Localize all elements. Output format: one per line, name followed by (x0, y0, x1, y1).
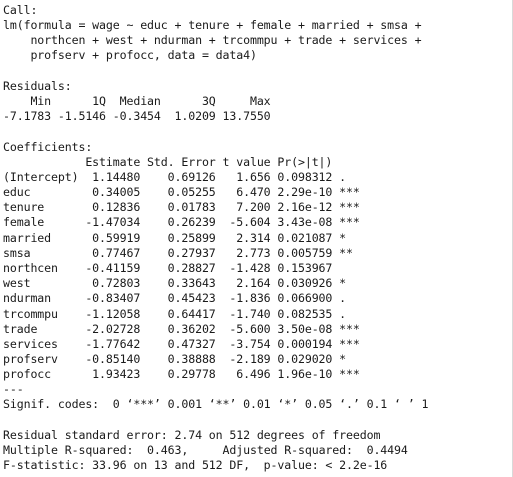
coef-row: trcommpu -1.12058 0.64417 -1.740 0.08253… (3, 307, 347, 321)
coef-row: northcen -0.41159 0.28827 -1.428 0.15396… (3, 261, 333, 275)
residuals-values: -7.1783 -1.5146 -0.3454 1.0209 13.7550 (3, 109, 271, 123)
coef-row: services -1.77642 0.47327 -3.754 0.00019… (3, 337, 360, 351)
coef-row: ndurman -0.83407 0.45423 -1.836 0.066900… (3, 291, 347, 305)
residuals-columns: Min 1Q Median 3Q Max (3, 94, 271, 108)
coef-row: profserv -0.85140 0.38888 -2.189 0.02902… (3, 352, 347, 366)
formula-line-1: lm(formula = wage ~ educ + tenure + fema… (3, 18, 422, 32)
coef-row: smsa 0.77467 0.27937 2.773 0.005759 ** (3, 246, 353, 260)
call-header: Call: (3, 3, 38, 17)
coef-table-header: Estimate Std. Error t value Pr(>|t|) (3, 155, 333, 169)
formula-line-3: profserv + profocc, data = data4) (3, 48, 257, 62)
coef-row: profocc 1.93423 0.29778 6.496 1.96e-10 *… (3, 367, 360, 381)
r-squared-line: Multiple R-squared: 0.463, Adjusted R-sq… (3, 443, 408, 457)
coef-row: female -1.47034 0.26239 -5.604 3.43e-08 … (3, 215, 360, 229)
coef-row: west 0.72803 0.33643 2.164 0.030926 * (3, 276, 347, 290)
coef-row: married 0.59919 0.25899 2.314 0.021087 * (3, 231, 347, 245)
coef-row: (Intercept) 1.14480 0.69126 1.656 0.0983… (3, 170, 347, 184)
formula-line-2: northcen + west + ndurman + trcommpu + t… (3, 33, 422, 47)
separator-line: --- (3, 382, 24, 396)
coef-row: tenure 0.12836 0.01783 7.200 2.16e-12 **… (3, 200, 360, 214)
coefficients-header: Coefficients: (3, 140, 93, 154)
residuals-header: Residuals: (3, 79, 72, 93)
coef-row: educ 0.34005 0.05255 6.470 2.29e-10 *** (3, 185, 360, 199)
coef-row: trade -2.02728 0.36202 -5.600 3.50e-08 *… (3, 322, 360, 336)
signif-codes: Signif. codes: 0 ‘***’ 0.001 ‘**’ 0.01 ‘… (3, 397, 429, 411)
f-statistic-line: F-statistic: 33.96 on 13 and 512 DF, p-v… (3, 458, 388, 472)
residual-std-error: Residual standard error: 2.74 on 512 deg… (3, 428, 381, 442)
